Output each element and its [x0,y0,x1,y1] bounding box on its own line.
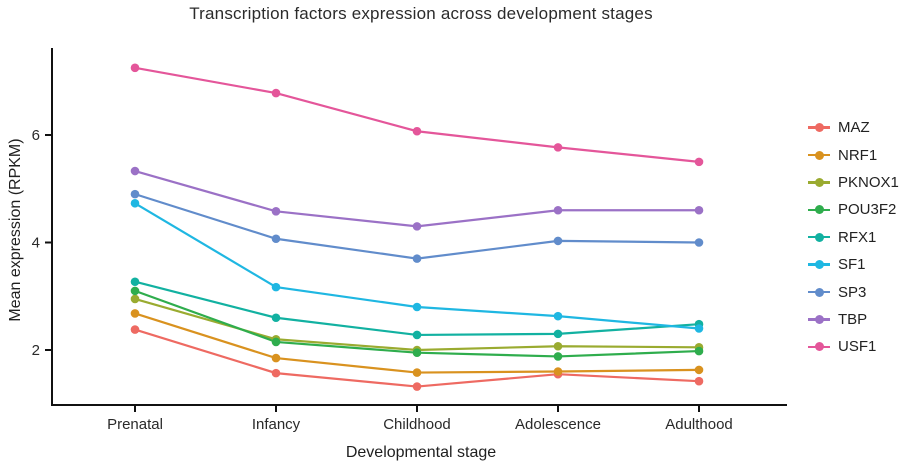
legend-marker-icon [808,232,830,242]
legend-marker-icon [808,314,830,324]
legend-label: SF1 [838,256,866,274]
x-tick-label: Childhood [383,416,451,433]
data-point-SF1 [271,282,281,292]
legend-label: RFX1 [838,228,877,246]
data-point-TBP [271,207,281,216]
legend-marker-icon [808,177,830,187]
data-point-POU3F2 [130,286,140,296]
data-point-NRF1 [694,365,704,375]
legend: MAZ NRF1 PKNOX1 POU3F2 RFX1 SF1 SP3 TBP USF1 [808,114,899,361]
data-point-SF1 [412,302,422,312]
data-point-RFX1 [130,277,140,287]
legend-marker-icon [808,342,830,352]
legend-marker-icon [808,123,830,133]
x-tick-label: Adolescence [515,416,601,433]
data-point-MAZ [694,376,704,386]
data-point-USF1 [271,88,281,98]
legend-item-MAZ: MAZ [808,114,899,141]
y-tick-label: 6 [32,127,40,144]
legend-label: TBP [838,310,868,328]
legend-marker-icon [808,260,830,270]
legend-dot-icon [814,260,824,270]
data-point-NRF1 [553,367,563,376]
legend-item-PKNOX1: PKNOX1 [808,169,899,196]
legend-dot-icon [814,205,824,215]
data-point-PKNOX1 [130,294,140,304]
legend-dot-icon [814,342,824,352]
data-point-MAZ [271,368,281,378]
legend-item-NRF1: NRF1 [808,141,899,168]
data-point-TBP [130,166,140,176]
legend-label: PKNOX1 [838,173,899,191]
data-point-POU3F2 [694,346,704,356]
data-point-SF1 [553,311,563,321]
x-tick-label: Infancy [252,416,301,433]
y-tick-label: 4 [32,235,40,252]
legend-dot-icon [814,123,824,133]
legend-item-SF1: SF1 [808,251,899,278]
legend-dot-icon [814,177,824,187]
legend-item-RFX1: RFX1 [808,224,899,251]
legend-item-TBP: TBP [808,306,899,333]
series-line-USF1 [133,66,701,163]
legend-item-SP3: SP3 [808,278,899,305]
data-point-USF1 [412,126,422,136]
data-point-NRF1 [271,353,281,363]
legend-dot-icon [814,150,824,160]
data-point-POU3F2 [553,352,563,361]
legend-label: USF1 [838,338,877,356]
x-axis-title: Developmental stage [345,444,497,461]
data-point-SP3 [412,254,422,263]
data-point-USF1 [553,143,563,152]
x-tick-label: Prenatal [107,416,163,433]
y-tick-label: 2 [32,342,40,359]
legend-item-POU3F2: POU3F2 [808,196,899,223]
data-point-RFX1 [553,329,563,339]
y-axis-title: Mean expression (RPKM) [7,138,24,322]
data-point-MAZ [412,382,422,391]
data-point-PKNOX1 [553,341,563,351]
data-point-USF1 [694,157,704,167]
legend-dot-icon [814,287,824,297]
legend-label: SP3 [838,283,867,301]
legend-marker-icon [808,205,830,215]
data-point-POU3F2 [412,348,422,357]
legend-item-USF1: USF1 [808,333,899,360]
legend-marker-icon [808,150,830,160]
x-tick-label: Adulthood [665,416,733,433]
data-point-USF1 [130,63,140,73]
data-point-POU3F2 [271,337,281,347]
data-point-SP3 [694,238,704,247]
data-point-TBP [694,205,704,215]
series-line-TBP [133,169,701,228]
legend-label: MAZ [838,119,870,137]
data-point-SF1 [694,324,704,333]
data-point-SP3 [553,236,563,246]
legend-label: NRF1 [838,146,878,164]
data-point-NRF1 [412,368,422,377]
legend-dot-icon [814,232,824,242]
legend-dot-icon [814,314,824,324]
data-point-TBP [553,205,563,215]
data-point-NRF1 [130,309,140,318]
data-point-MAZ [130,325,140,334]
data-point-SP3 [130,189,140,199]
legend-label: POU3F2 [838,201,897,219]
chart-title: Transcription factors expression across … [189,4,653,23]
data-point-RFX1 [412,330,422,340]
data-point-TBP [412,222,422,231]
data-point-RFX1 [271,313,281,323]
data-point-SF1 [130,198,140,208]
data-point-SP3 [271,234,281,244]
legend-marker-icon [808,287,830,297]
